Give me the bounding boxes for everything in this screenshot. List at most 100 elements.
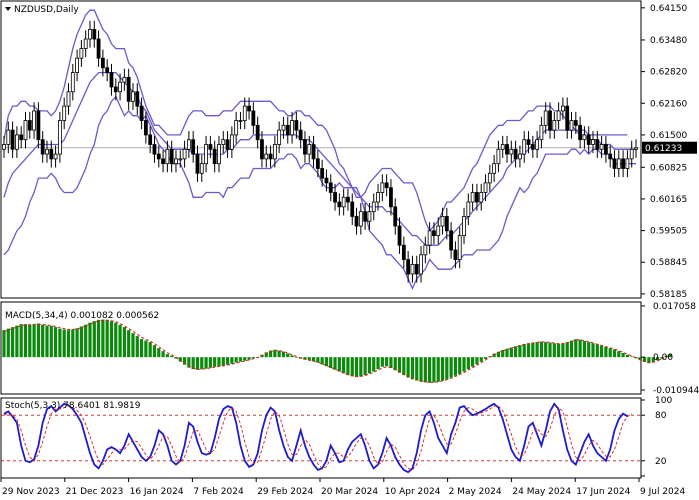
candle-body <box>285 124 290 136</box>
candle-body <box>242 105 247 121</box>
candle-body <box>234 120 239 136</box>
candle-body <box>255 124 260 141</box>
candle-body <box>573 120 578 126</box>
candle-body <box>526 139 531 145</box>
macd-bar <box>376 357 380 370</box>
macd-bar <box>36 323 40 358</box>
macd-bar <box>625 354 630 358</box>
candle-body <box>307 144 312 155</box>
macd-bar <box>208 357 212 368</box>
candle-body <box>126 76 131 102</box>
candle-body <box>83 38 88 49</box>
macd-bar <box>311 357 316 362</box>
macd-bar <box>359 357 363 377</box>
candle-body <box>195 153 200 174</box>
macd-bar <box>419 357 423 382</box>
macd-bar <box>15 325 19 358</box>
price-tick-label: 0.62160 <box>650 99 687 109</box>
macd-tick-label: 0.017058 <box>653 302 696 312</box>
macd-bar <box>45 325 49 358</box>
candle-body <box>19 134 24 141</box>
candle-body <box>530 144 535 150</box>
macd-bar <box>62 329 66 358</box>
candle-body <box>70 72 75 93</box>
macd-bar <box>204 357 208 369</box>
candle-body <box>629 148 634 160</box>
macd-bar <box>10 327 15 358</box>
price-tick-label: 0.59505 <box>650 227 687 237</box>
candle-body <box>191 139 196 155</box>
macd-label: MACD(5,34,4) 0.001082 0.000562 <box>5 311 159 321</box>
candle-body <box>174 158 178 165</box>
macd-bar <box>604 346 608 358</box>
candle-body <box>92 29 97 40</box>
macd-bar <box>539 341 544 358</box>
macd-bar <box>479 357 483 362</box>
candle-body <box>186 139 191 150</box>
macd-bar <box>191 357 195 370</box>
macd-bar <box>423 357 427 383</box>
stoch-tick-label: 100 <box>655 396 672 406</box>
macd-bar <box>161 351 165 358</box>
candle-body <box>432 230 436 237</box>
macd-bar <box>286 353 290 358</box>
macd-bar <box>217 357 221 367</box>
candle-body <box>62 105 67 121</box>
macd-bar <box>363 357 367 376</box>
macd-bar <box>290 355 294 358</box>
candle-body <box>457 235 462 260</box>
candle-body <box>238 120 243 122</box>
time-tick-label: 17 Jun 2024 <box>576 487 630 497</box>
price-tick-label: 0.64150 <box>650 4 687 14</box>
macd-bar <box>501 349 505 358</box>
candle-body <box>272 144 277 160</box>
candle-body <box>66 91 71 107</box>
candle-body <box>105 67 110 73</box>
symbol-dropdown-icon[interactable] <box>5 7 11 11</box>
candle-body <box>616 158 621 169</box>
stoch-tick-label: 20 <box>655 457 667 467</box>
macd-bar <box>574 339 578 358</box>
macd-bar <box>118 324 122 358</box>
candle-body <box>118 81 122 93</box>
candle-body <box>479 192 484 203</box>
macd-bar <box>114 322 118 358</box>
candle-body <box>161 158 165 165</box>
candle-body <box>582 134 587 141</box>
macd-histogram <box>2 319 672 383</box>
macd-bar <box>350 357 354 377</box>
price-tick-label: 0.61500 <box>650 131 687 141</box>
candle-body <box>543 110 548 126</box>
macd-bar <box>84 324 88 358</box>
candle-body <box>466 201 471 217</box>
candle-body <box>208 144 213 150</box>
macd-bar <box>41 324 45 358</box>
price-panel-frame <box>0 0 642 299</box>
macd-bar <box>58 328 62 358</box>
macd-bar <box>458 357 462 374</box>
candle-body <box>419 254 423 275</box>
macd-bar <box>496 351 501 358</box>
candle-body <box>384 182 389 189</box>
candle-body <box>565 105 570 131</box>
macd-bar <box>372 357 376 372</box>
macd-bar <box>552 343 556 358</box>
candle-body <box>290 120 294 136</box>
macd-bar <box>668 353 672 358</box>
macd-bar <box>96 319 101 358</box>
time-tick-label: 9 Jul 2024 <box>640 487 685 497</box>
candle-body <box>350 201 355 217</box>
candle-body <box>358 211 363 227</box>
candle-body <box>591 139 595 145</box>
candle-body <box>462 216 466 237</box>
candle-body <box>475 192 479 203</box>
candle-body <box>277 129 282 145</box>
time-tick-label: 24 May 2024 <box>512 487 571 497</box>
candle-body <box>496 148 501 165</box>
macd-bar <box>557 343 561 358</box>
macd-bar <box>79 326 83 358</box>
candle-body <box>49 148 54 160</box>
time-tick-label: 7 Feb 2024 <box>193 487 244 497</box>
candle-body <box>621 158 626 169</box>
candle-body <box>367 211 372 222</box>
